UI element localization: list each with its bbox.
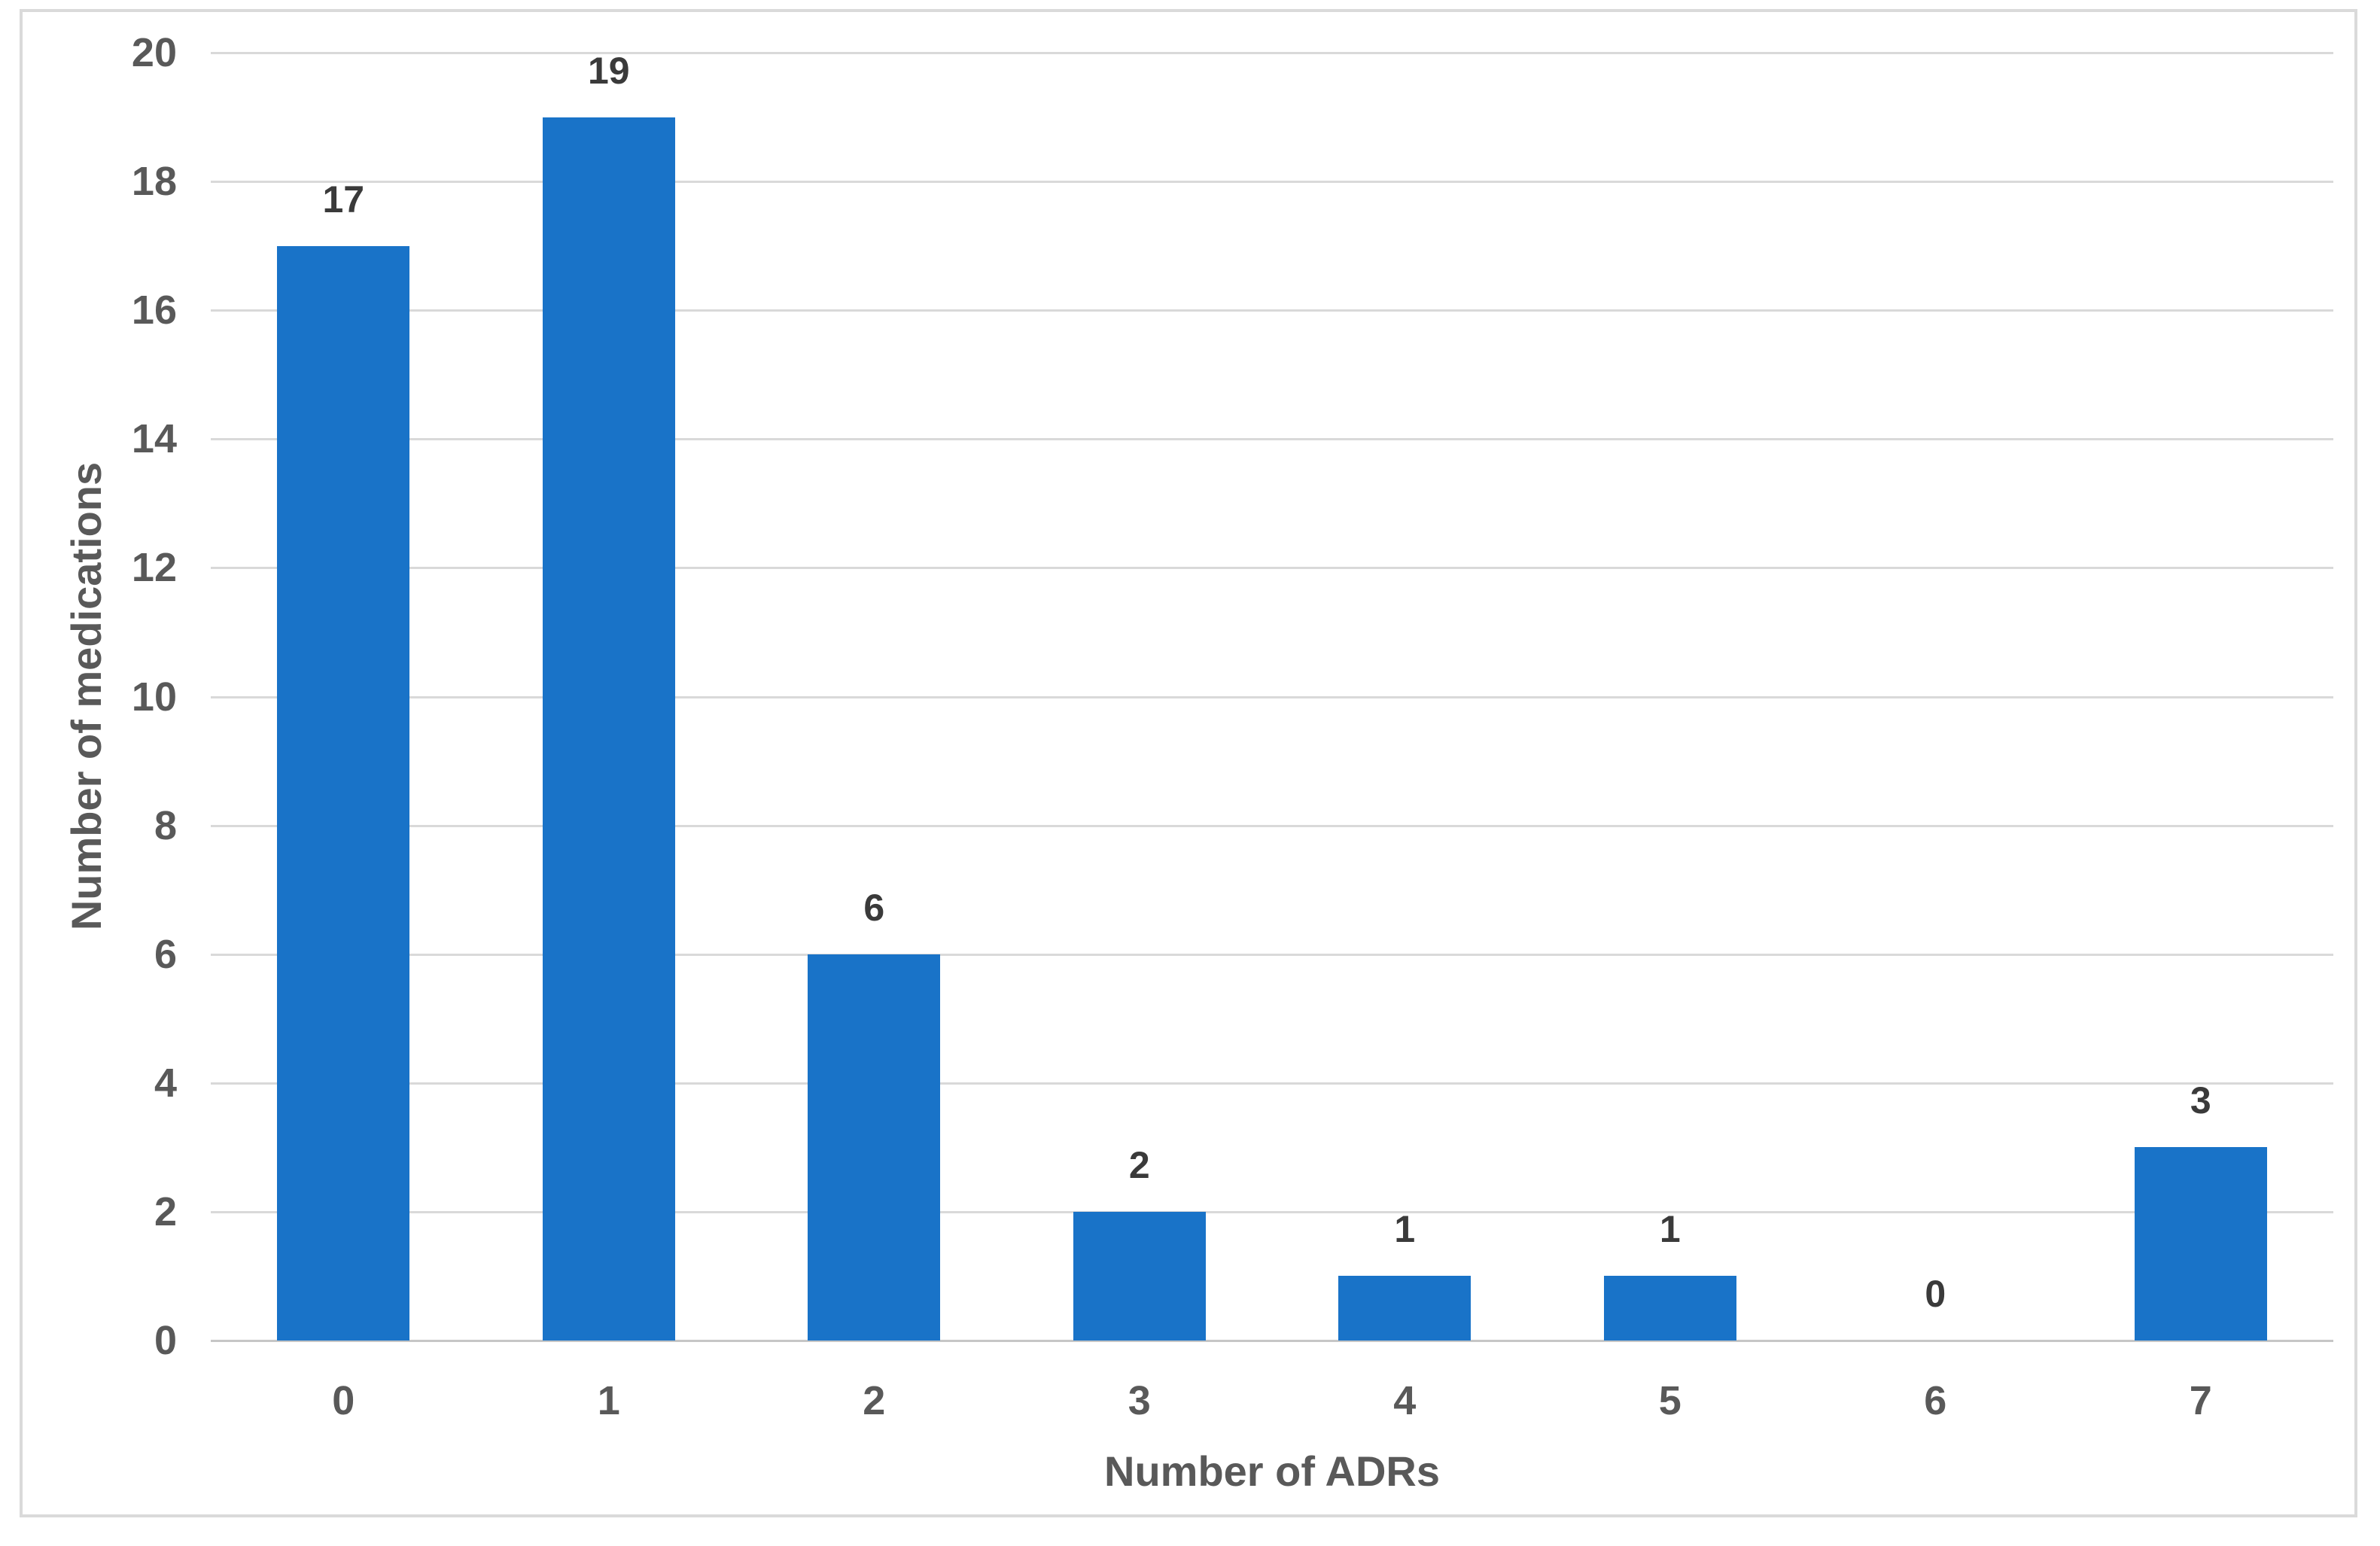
y-tick-label: 14 <box>131 416 177 462</box>
gridline <box>211 1210 2333 1213</box>
bar-category-3 <box>1073 1211 1206 1341</box>
y-tick-label: 18 <box>131 159 177 205</box>
bar-value-label: 2 <box>1128 1143 1150 1186</box>
x-axis-line <box>211 1340 2333 1342</box>
y-tick-label: 8 <box>154 802 177 848</box>
bar-value-label: 6 <box>863 886 885 929</box>
bar-category-2 <box>808 954 941 1341</box>
bar-value-label: 1 <box>1659 1208 1681 1251</box>
gridline <box>211 953 2333 956</box>
y-tick-label: 10 <box>131 674 177 720</box>
bar-value-label: 17 <box>322 178 365 221</box>
bar-value-label: 0 <box>1925 1273 1946 1315</box>
gridline <box>211 52 2333 54</box>
x-tick-label: 7 <box>2189 1378 2212 1423</box>
bar-value-label: 1 <box>1394 1208 1416 1251</box>
x-tick-label: 1 <box>597 1378 620 1423</box>
x-tick-label: 5 <box>1658 1378 1682 1423</box>
x-tick-label: 2 <box>863 1378 886 1423</box>
bar-value-label: 3 <box>2190 1079 2211 1122</box>
bar-category-4 <box>1338 1276 1472 1341</box>
gridline <box>211 309 2333 312</box>
x-tick-label: 6 <box>1924 1378 1947 1423</box>
y-tick-label: 16 <box>131 288 177 333</box>
y-tick-label: 0 <box>154 1318 177 1363</box>
gridline <box>211 824 2333 827</box>
gridline <box>211 567 2333 570</box>
y-tick-label: 4 <box>154 1060 177 1106</box>
bar-category-0 <box>277 245 410 1341</box>
x-tick-label: 4 <box>1393 1378 1417 1423</box>
bar-category-5 <box>1603 1276 1736 1341</box>
bar-value-label: 19 <box>587 49 630 92</box>
x-axis-title: Number of ADRs <box>1104 1447 1440 1495</box>
x-tick-label: 0 <box>332 1378 355 1423</box>
y-tick-label: 12 <box>131 545 177 591</box>
x-tick-label: 3 <box>1128 1378 1151 1423</box>
y-tick-label: 2 <box>154 1188 177 1234</box>
bar-category-1 <box>542 117 675 1341</box>
gridline <box>211 1082 2333 1085</box>
y-tick-label: 6 <box>154 931 177 977</box>
bar-category-7 <box>2134 1147 2267 1341</box>
gridline <box>211 438 2333 441</box>
y-tick-label: 20 <box>131 30 177 75</box>
gridline <box>211 181 2333 184</box>
gridline <box>211 695 2333 698</box>
